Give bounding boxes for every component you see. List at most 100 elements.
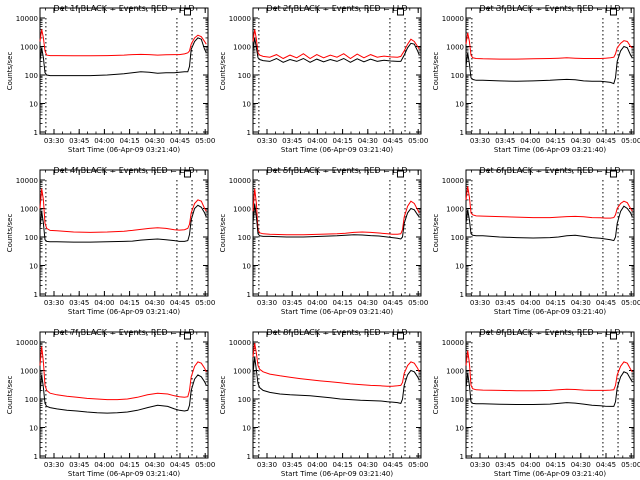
y-tick-label: 10000 bbox=[442, 339, 464, 347]
x-tick-label: 03:45 bbox=[495, 137, 515, 145]
x-tick-label: 04:45 bbox=[383, 299, 403, 307]
y-tick-label: 1000 bbox=[20, 206, 38, 214]
y-tick-label: 10 bbox=[455, 425, 464, 433]
y-tick-label: 10000 bbox=[16, 339, 38, 347]
x-tick-label: 04:00 bbox=[94, 137, 114, 145]
flag-marker bbox=[609, 8, 617, 16]
x-axis-label: Start Time (06-Apr-09 03:21:40) bbox=[68, 470, 180, 478]
x-tick-label: 04:00 bbox=[520, 299, 540, 307]
series-line-lld bbox=[252, 343, 420, 387]
x-axis-label: Start Time (06-Apr-09 03:21:40) bbox=[494, 308, 606, 316]
x-tick-label: 04:00 bbox=[520, 137, 540, 145]
x-tick-label: 04:30 bbox=[571, 137, 591, 145]
x-tick-label: 04:30 bbox=[358, 137, 378, 145]
y-tick-label: 100 bbox=[451, 396, 464, 404]
y-axis-label: Counts/sec bbox=[219, 376, 227, 415]
x-tick-label: 04:30 bbox=[145, 461, 165, 469]
x-tick-label: 03:45 bbox=[282, 461, 302, 469]
x-tick-label: 04:45 bbox=[383, 461, 403, 469]
chart-panel-8: Det 8f BLACK = Events, RED = LLD 1 10 100 10… bbox=[219, 328, 428, 478]
y-tick-label: 10000 bbox=[229, 339, 251, 347]
series-line-lld bbox=[252, 29, 420, 60]
chart-panel-9: Det 9f BLACK = Events, RED = LLD 1 10 100 10… bbox=[432, 328, 640, 478]
y-tick-label: 10 bbox=[29, 425, 38, 433]
x-tick-label: 04:00 bbox=[520, 461, 540, 469]
x-tick-label: 03:30 bbox=[470, 299, 490, 307]
y-tick-label: 10000 bbox=[16, 177, 38, 185]
x-axis-label: Start Time (06-Apr-09 03:21:40) bbox=[281, 308, 393, 316]
x-tick-label: 04:00 bbox=[94, 299, 114, 307]
chart-panel-4: Det 4f BLACK = Events, RED = LLD 1 10 100 10… bbox=[6, 166, 215, 316]
x-axis-label: Start Time (06-Apr-09 03:21:40) bbox=[68, 308, 180, 316]
chart-panel-3: Det 3f BLACK = Events, RED = LLD 1 10 100 10… bbox=[432, 4, 640, 154]
series-line-events bbox=[465, 205, 633, 242]
series-line-events bbox=[465, 45, 633, 85]
y-tick-label: 100 bbox=[238, 234, 251, 242]
y-tick-label: 1 bbox=[460, 291, 464, 299]
chart-panel-5: Det 5f BLACK = Events, RED = LLD 1 10 100 10… bbox=[219, 166, 428, 316]
plot-frame bbox=[252, 331, 422, 459]
y-tick-label: 10000 bbox=[229, 15, 251, 23]
y-tick-label: 10000 bbox=[16, 15, 38, 23]
flag-marker bbox=[396, 170, 404, 178]
y-tick-label: 100 bbox=[238, 72, 251, 80]
flag-marker bbox=[183, 332, 191, 340]
y-tick-label: 10 bbox=[29, 101, 38, 109]
x-tick-label: 04:00 bbox=[307, 461, 327, 469]
chart-title: Det 2f BLACK = Events, RED = LLD bbox=[266, 4, 407, 13]
x-tick-label: 04:30 bbox=[145, 299, 165, 307]
y-tick-label: 10 bbox=[455, 101, 464, 109]
plot-frame bbox=[39, 331, 209, 459]
flag-marker bbox=[396, 332, 404, 340]
y-tick-label: 10 bbox=[29, 263, 38, 271]
y-tick-label: 1 bbox=[247, 129, 251, 137]
y-tick-label: 1000 bbox=[446, 368, 464, 376]
x-axis-label: Start Time (06-Apr-09 03:21:40) bbox=[494, 146, 606, 154]
y-tick-label: 10 bbox=[455, 263, 464, 271]
x-tick-label: 04:15 bbox=[120, 461, 140, 469]
chart-title: Det 5f BLACK = Events, RED = LLD bbox=[266, 166, 407, 175]
chart-panel-7: Det 7f BLACK = Events, RED = LLD 1 10 100 10… bbox=[6, 328, 215, 478]
series-line-lld bbox=[39, 346, 207, 401]
x-tick-label: 03:30 bbox=[470, 461, 490, 469]
y-tick-label: 1000 bbox=[20, 368, 38, 376]
x-tick-label: 03:30 bbox=[257, 299, 277, 307]
flag-marker bbox=[183, 170, 191, 178]
x-tick-label: 04:15 bbox=[120, 299, 140, 307]
series-line-lld bbox=[465, 32, 633, 60]
flag-marker bbox=[396, 8, 404, 16]
x-tick-label: 05:00 bbox=[621, 137, 640, 145]
chart-title: Det 6f BLACK = Events, RED = LLD bbox=[479, 166, 620, 175]
plot-frame bbox=[252, 7, 422, 135]
x-tick-label: 03:30 bbox=[257, 137, 277, 145]
x-tick-label: 05:00 bbox=[195, 461, 215, 469]
y-tick-label: 1000 bbox=[20, 44, 38, 52]
x-axis-label: Start Time (06-Apr-09 03:21:40) bbox=[281, 470, 393, 478]
series-line-lld bbox=[39, 188, 207, 233]
x-tick-label: 03:30 bbox=[257, 461, 277, 469]
y-tick-label: 1000 bbox=[446, 206, 464, 214]
y-axis-label: Counts/sec bbox=[6, 376, 14, 415]
series-line-events bbox=[252, 356, 420, 404]
series-line-lld bbox=[465, 186, 633, 219]
y-tick-label: 1000 bbox=[446, 44, 464, 52]
y-axis-label: Counts/sec bbox=[432, 52, 440, 91]
y-tick-label: 10 bbox=[242, 425, 251, 433]
chart-title: Det 4f BLACK = Events, RED = LLD bbox=[53, 166, 194, 175]
x-tick-label: 05:00 bbox=[621, 461, 640, 469]
y-tick-label: 1 bbox=[247, 453, 251, 461]
y-tick-label: 1 bbox=[34, 129, 38, 137]
series-line-lld bbox=[252, 188, 420, 236]
x-tick-label: 04:00 bbox=[94, 461, 114, 469]
y-tick-label: 100 bbox=[25, 234, 38, 242]
chart-title: Det 1f BLACK = Events, RED = LLD bbox=[53, 4, 194, 13]
y-axis-label: Counts/sec bbox=[6, 214, 14, 253]
series-line-lld bbox=[39, 29, 207, 57]
y-tick-label: 1 bbox=[34, 453, 38, 461]
x-tick-label: 04:45 bbox=[170, 299, 190, 307]
x-tick-label: 03:45 bbox=[495, 299, 515, 307]
x-tick-label: 05:00 bbox=[195, 137, 215, 145]
series-line-events bbox=[252, 37, 420, 63]
x-tick-label: 03:45 bbox=[69, 137, 89, 145]
